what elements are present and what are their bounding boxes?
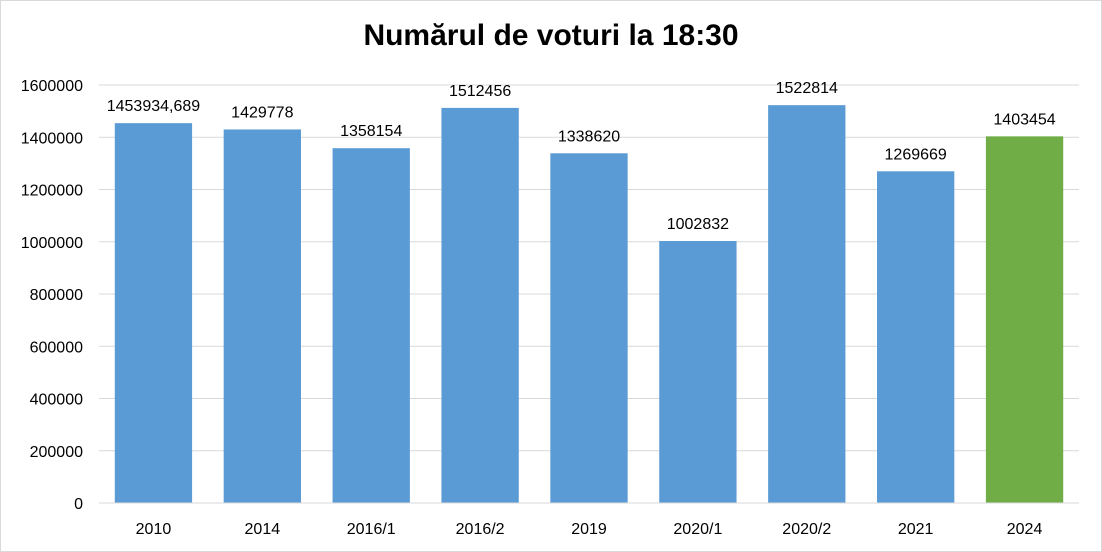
y-tick-label: 600000 bbox=[30, 339, 83, 356]
x-tick-label: 2021 bbox=[898, 521, 934, 538]
bar-2019 bbox=[550, 153, 628, 503]
bar-2014 bbox=[223, 129, 301, 503]
x-tick-label: 2016/1 bbox=[347, 521, 396, 538]
x-tick-label: 2020/2 bbox=[782, 521, 831, 538]
bar-2021 bbox=[877, 171, 955, 503]
x-tick-label: 2024 bbox=[1007, 521, 1043, 538]
x-tick-label: 2019 bbox=[571, 521, 607, 538]
y-tick-label: 200000 bbox=[30, 444, 83, 461]
bar-2010 bbox=[114, 123, 193, 504]
data-label: 1358154 bbox=[340, 123, 402, 140]
x-tick-label: 2016/2 bbox=[456, 521, 505, 538]
data-label: 1002832 bbox=[667, 216, 729, 233]
bar-2024 bbox=[985, 136, 1064, 503]
data-label: 1269669 bbox=[885, 146, 947, 163]
data-label: 1522814 bbox=[776, 80, 838, 97]
x-tick-label: 2020/1 bbox=[673, 521, 722, 538]
data-label: 1338620 bbox=[558, 128, 620, 145]
bar-2020-1 bbox=[659, 241, 737, 504]
y-tick-label: 800000 bbox=[30, 287, 83, 304]
y-tick-label: 400000 bbox=[30, 392, 83, 409]
data-label: 1403454 bbox=[993, 111, 1055, 128]
data-label: 1453934,689 bbox=[107, 98, 201, 115]
data-label: 1429778 bbox=[231, 104, 293, 121]
y-tick-label: 1400000 bbox=[21, 130, 83, 147]
x-tick-label: 2010 bbox=[136, 521, 172, 538]
bar-2016-2 bbox=[441, 107, 519, 503]
y-tick-label: 1600000 bbox=[21, 78, 83, 95]
y-tick-label: 1200000 bbox=[21, 183, 83, 200]
data-label: 1512456 bbox=[449, 83, 511, 100]
chart-title: Numărul de voturi la 18:30 bbox=[363, 19, 739, 52]
bar-2016-1 bbox=[332, 148, 410, 504]
y-tick-label: 1000000 bbox=[21, 235, 83, 252]
y-tick-label: 0 bbox=[74, 496, 83, 513]
bar-2020-2 bbox=[768, 105, 846, 503]
x-tick-label: 2014 bbox=[245, 521, 281, 538]
